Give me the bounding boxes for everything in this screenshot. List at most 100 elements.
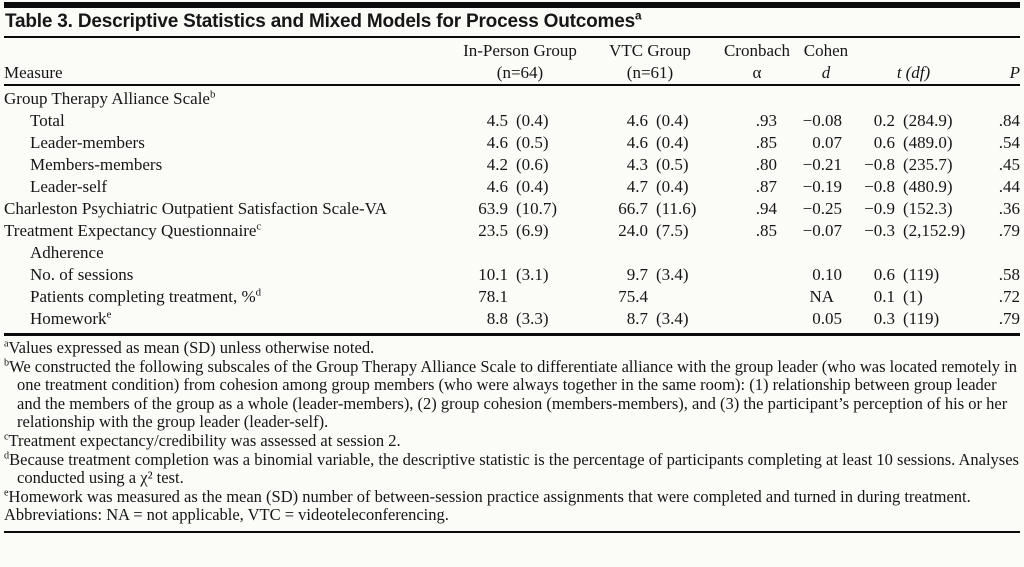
value-cell [600, 242, 648, 264]
value-cell [737, 242, 777, 264]
measure-cell: Treatment Expectancy Questionnairec [4, 220, 262, 240]
value-cell: 4.6 [486, 133, 508, 152]
table-row: Charleston Psychiatric Outpatient Satisf… [4, 198, 1020, 220]
value-cell: (3.1) [516, 265, 549, 284]
value-cell: .93 [755, 111, 777, 130]
column-header-d: d [821, 63, 831, 82]
footnote-rule [4, 333, 1020, 336]
value-cell: (0.4) [656, 177, 689, 196]
value-cell: (0.4) [656, 111, 689, 130]
column-header-vtc-group: VTC Group [609, 41, 691, 60]
column-header-t-df: t (df) [842, 62, 985, 84]
value-cell: (0.4) [516, 177, 549, 196]
header-row-1: In-Person Group VTC Group Cronbach Cohen [4, 40, 1020, 62]
value-cell [990, 242, 1020, 264]
value-cell: .79 [998, 309, 1020, 328]
measure-cell: Charleston Psychiatric Outpatient Satisf… [4, 199, 388, 218]
footnote-d: dBecause treatment completion was a bino… [4, 449, 1019, 488]
value-cell: 63.9 [478, 199, 508, 218]
value-cell: (0.4) [516, 111, 549, 130]
value-cell: .58 [998, 265, 1020, 284]
value-cell: 4.7 [626, 177, 648, 196]
value-cell: (0.6) [516, 155, 549, 174]
measure-cell: Group Therapy Alliance Scaleb [4, 88, 216, 108]
table-row: Adherence [4, 242, 1020, 264]
value-cell: −0.3 [864, 221, 895, 240]
column-header-measure: Measure [4, 63, 63, 82]
abbreviations-note: Abbreviations: NA = not applicable, VTC … [4, 505, 449, 525]
value-cell: NA [809, 287, 834, 306]
value-cell: 0.10 [812, 265, 842, 284]
table-title-superscript: a [634, 9, 642, 23]
value-cell: −0.8 [864, 177, 895, 196]
value-cell: 4.6 [486, 177, 508, 196]
header-row-2: Measure (n=64) (n=61) α d t (df) P [4, 62, 1020, 84]
value-cell: .87 [755, 177, 777, 196]
value-cell: 0.05 [812, 309, 842, 328]
table-body: Group Therapy Alliance Scaleb Total 4.5 … [4, 86, 1020, 332]
value-cell [516, 286, 580, 308]
table-row: Total 4.5 (0.4) 4.6 (0.4) .93 −0.08 0.2 … [4, 110, 1020, 132]
value-cell [460, 88, 508, 110]
value-cell: .44 [998, 177, 1020, 196]
top-rule [4, 2, 1020, 8]
bottom-rule [4, 530, 1020, 533]
title-rule [4, 36, 1020, 38]
value-cell [794, 242, 842, 264]
value-cell: 75.4 [618, 287, 648, 306]
value-cell: 10.1 [478, 265, 508, 284]
value-cell: 0.3 [873, 309, 895, 328]
column-header-vtc-n: (n=61) [626, 63, 674, 82]
value-cell [600, 88, 648, 110]
table-row: Leader-self 4.6 (0.4) 4.7 (0.4) .87 −0.1… [4, 176, 1020, 198]
value-cell [903, 242, 985, 264]
value-cell [845, 88, 895, 110]
value-cell [516, 88, 580, 110]
value-cell: 66.7 [618, 199, 648, 218]
value-cell: 4.6 [626, 133, 648, 152]
column-header-t-spacer [842, 40, 985, 62]
value-cell: 78.1 [478, 287, 508, 306]
column-header-p-spacer [990, 40, 1020, 62]
value-cell: .79 [998, 221, 1020, 240]
value-cell [990, 88, 1020, 110]
measure-cell: Leader-self [30, 177, 108, 196]
table-row: Treatment Expectancy Questionnairec 23.5… [4, 220, 1020, 242]
value-cell [903, 88, 985, 110]
value-cell: 4.5 [486, 111, 508, 130]
value-cell: −0.19 [802, 177, 842, 196]
value-cell: (235.7) [903, 155, 953, 174]
value-cell: .45 [998, 155, 1020, 174]
column-header-in-person-group: In-Person Group [463, 41, 577, 60]
value-cell: .85 [755, 133, 777, 152]
value-cell: .80 [755, 155, 777, 174]
value-cell [656, 286, 720, 308]
column-header-cohen: Cohen [803, 41, 849, 60]
value-cell [516, 242, 580, 264]
value-cell: (152.3) [903, 199, 953, 218]
value-cell: (3.4) [656, 309, 689, 328]
value-cell: .72 [998, 287, 1020, 306]
value-cell: (3.3) [516, 309, 549, 328]
value-cell: (0.5) [656, 155, 689, 174]
value-cell: 0.6 [873, 133, 895, 152]
value-cell: .94 [755, 199, 777, 218]
measure-cell: Patients completing treatment, %d [30, 286, 262, 306]
table-header: In-Person Group VTC Group Cronbach Cohen… [4, 38, 1020, 84]
value-cell [460, 242, 508, 264]
value-cell: 0.07 [812, 133, 842, 152]
value-cell: 4.2 [486, 155, 508, 174]
value-cell: .54 [998, 133, 1020, 152]
footnote-e: eHomework was measured as the mean (SD) … [4, 486, 971, 506]
value-cell: (1) [903, 287, 923, 306]
measure-cell: Homeworke [30, 308, 112, 328]
measure-cell: Adherence [30, 243, 104, 262]
column-header-cronbach: Cronbach [723, 41, 791, 60]
value-cell: .36 [998, 199, 1020, 218]
value-cell: 4.3 [626, 155, 648, 174]
value-cell: 24.0 [618, 221, 648, 240]
table-row: Patients completing treatment, %d 78.1 7… [4, 286, 1020, 308]
value-cell: (119) [903, 309, 940, 328]
value-cell: (0.4) [656, 133, 689, 152]
